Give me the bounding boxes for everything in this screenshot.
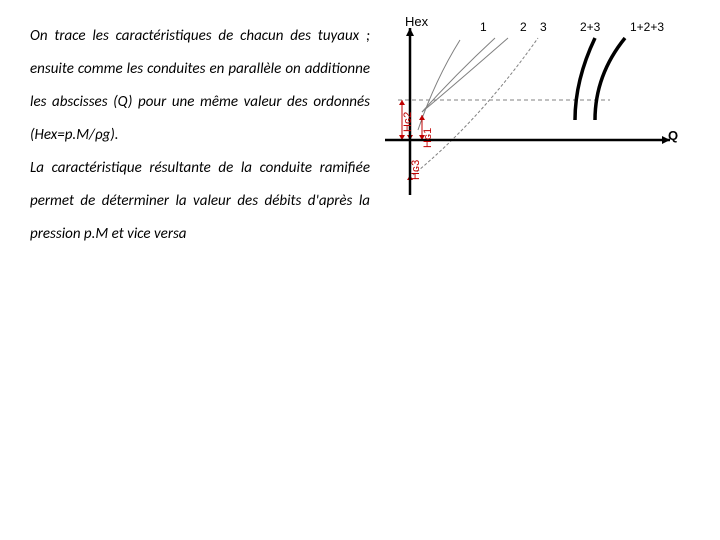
paragraph-2: La caractéristique résultante de la cond… <box>30 152 370 251</box>
text-block: On trace les caractéristiques de chacun … <box>30 20 370 251</box>
paragraph-1: On trace les caractéristiques de chacun … <box>30 20 370 152</box>
curve-label: 3 <box>540 20 547 34</box>
curve-label: 2+3 <box>580 20 600 34</box>
x-axis-label: Q <box>668 128 678 143</box>
curve2b <box>422 38 508 112</box>
curve3 <box>413 38 538 175</box>
curve-label: 1+2+3 <box>630 20 664 34</box>
curve-label: 2 <box>520 20 527 34</box>
height-label: Hɢ2 <box>402 112 414 132</box>
curve-label: 1 <box>480 20 487 34</box>
y-axis-label: Hex <box>405 14 428 29</box>
curve2 <box>422 38 495 112</box>
curve123 <box>595 38 625 120</box>
height-label: Hɢ1 <box>422 128 434 148</box>
curve23 <box>575 38 595 120</box>
chart-area: Hex Q 1232+31+2+3 Hɢ2Hɢ1Hɢ3 <box>380 20 690 251</box>
height-label: Hɢ3 <box>410 160 422 180</box>
characteristics-chart <box>380 20 680 200</box>
